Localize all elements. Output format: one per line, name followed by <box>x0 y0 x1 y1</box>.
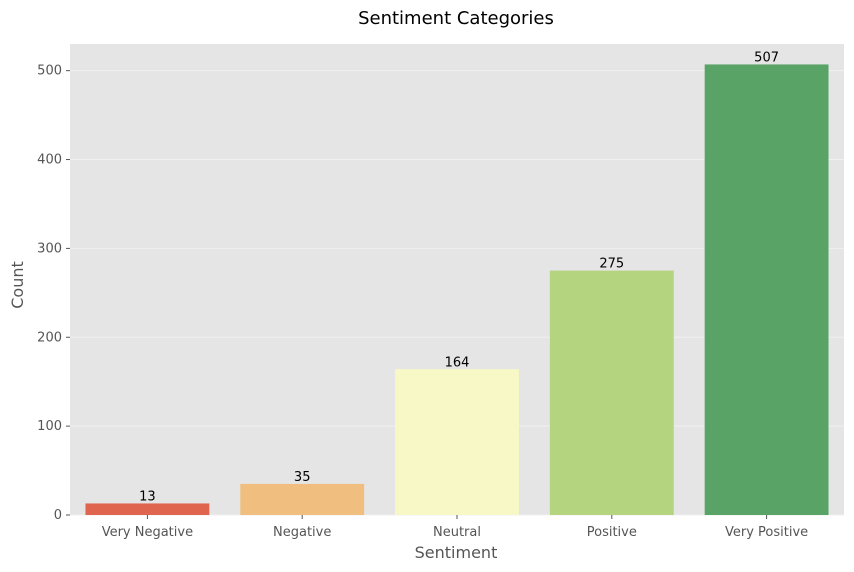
y-axis-ticks: 0 100 200 300 400 500 <box>37 64 70 523</box>
bar-negative <box>240 483 365 515</box>
x-axis-ticks: Very Negative Negative Neutral Positive Very… <box>102 515 808 540</box>
bar-value-label: 13 <box>139 489 156 504</box>
x-tick-label: Negative <box>273 525 331 540</box>
bar-value-label: 164 <box>445 355 470 370</box>
bar-value-label: 275 <box>599 257 624 272</box>
y-tick-label: 500 <box>37 64 62 79</box>
chart-title: Sentiment Categories <box>358 8 554 29</box>
bar-value-label: 35 <box>294 470 311 485</box>
x-tick-label: Neutral <box>433 525 481 540</box>
bar-very-negative <box>85 503 210 515</box>
y-tick-label: 300 <box>37 241 62 256</box>
x-axis-label: Sentiment <box>415 543 498 562</box>
x-tick-label: Very Negative <box>102 525 193 540</box>
bar-value-label: 507 <box>754 50 779 65</box>
bars <box>85 64 829 515</box>
x-tick-label: Very Positive <box>725 525 808 540</box>
y-axis-label: Count <box>8 261 27 309</box>
y-tick-label: 0 <box>54 508 62 523</box>
bar-positive <box>549 270 674 515</box>
data-labels: 13 35 164 275 507 <box>139 50 779 504</box>
y-tick-label: 100 <box>37 419 62 434</box>
x-tick-label: Positive <box>587 525 637 540</box>
bar-very-positive <box>704 64 829 515</box>
bar-neutral <box>395 369 519 515</box>
y-tick-label: 400 <box>37 153 62 168</box>
y-tick-label: 200 <box>37 330 62 345</box>
